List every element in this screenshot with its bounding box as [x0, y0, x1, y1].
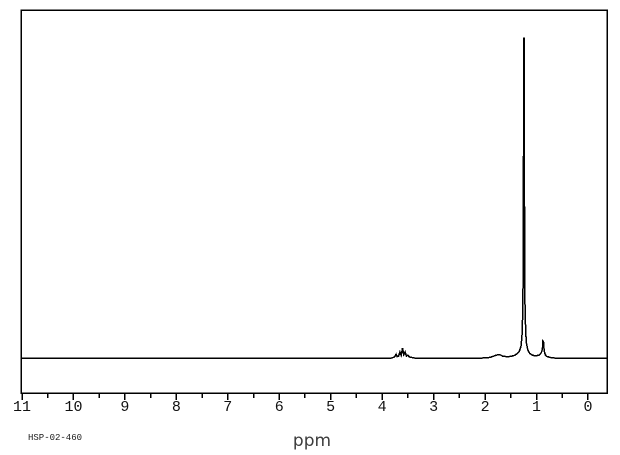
x-tick-label: 3 — [429, 399, 439, 416]
x-tick-label: 10 — [64, 399, 83, 416]
x-tick-label: 4 — [377, 399, 387, 416]
x-tick-label: 7 — [223, 399, 233, 416]
x-axis-tick-labels: 11 10 9 8 7 6 5 4 3 2 1 0 — [0, 399, 620, 416]
x-tick-label: 1 — [531, 399, 542, 416]
x-tick-label: 0 — [583, 399, 593, 416]
x-tick-label: 9 — [120, 399, 130, 416]
x-tick-label: 5 — [326, 399, 336, 416]
spectrum-trace — [21, 37, 607, 359]
x-tick-label: 6 — [274, 399, 284, 416]
x-tick-label: 2 — [480, 399, 490, 416]
plot-frame — [20, 9, 608, 394]
x-tick-label: 11 — [12, 399, 32, 416]
spectrum-id-label: HSP-02-460 — [28, 433, 83, 443]
x-tick-label: 8 — [171, 399, 181, 416]
x-axis-label: ppm — [292, 431, 332, 451]
